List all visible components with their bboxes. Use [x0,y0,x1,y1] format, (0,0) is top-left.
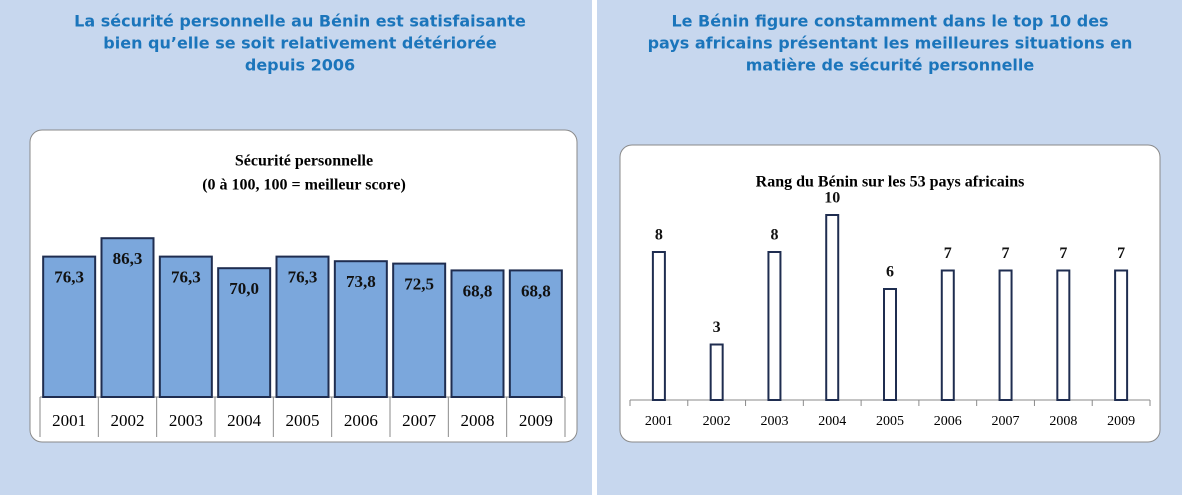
bar [1056,269,1071,401]
bar [1114,269,1129,401]
bar [217,267,272,399]
bar [998,269,1013,401]
bar [767,251,782,401]
x-tick-label: 2008 [461,411,495,430]
x-tick-label: 2007 [402,411,437,430]
value-label: 7 [1059,245,1067,262]
x-tick-label: 2002 [703,414,731,429]
value-label: 7 [1117,245,1125,262]
bar [825,214,840,401]
x-tick-label: 2003 [169,411,203,430]
x-tick-label: 2007 [992,414,1020,429]
heading: bien qu’elle se soit relativement détéri… [103,34,497,53]
x-tick-label: 2001 [52,411,86,430]
value-label: 76,3 [288,268,318,287]
heading: pays africains présentant les meilleures… [648,34,1133,53]
x-tick-label: 2008 [1049,414,1077,429]
value-label: 72,5 [404,275,434,294]
x-tick-label: 2006 [344,411,378,430]
heading: Le Bénin figure constamment dans le top … [671,12,1108,31]
value-label: 6 [886,264,894,281]
value-label: 70,0 [229,279,259,298]
x-tick-label: 2004 [227,411,262,430]
bar [508,269,563,398]
bar [883,288,897,401]
bar [333,260,388,399]
chart-subtitle: (0 à 100, 100 = meilleur score) [202,177,406,194]
chart-title: Sécurité personnelle [235,153,373,170]
bar [42,255,97,398]
value-label: 73,8 [346,272,376,291]
bar [450,269,505,398]
value-label: 76,3 [171,268,201,287]
value-label: 8 [655,227,663,244]
value-label: 86,3 [113,249,143,268]
value-label: 8 [770,227,778,244]
bar [158,255,213,398]
x-tick-label: 2005 [876,414,904,429]
bar [651,251,666,401]
value-label: 68,8 [463,281,493,300]
heading: matière de sécurité personnelle [746,56,1035,75]
x-tick-label: 2003 [760,414,788,429]
value-label: 76,3 [54,268,84,287]
bar [100,237,155,398]
x-tick-label: 2002 [111,411,145,430]
heading: depuis 2006 [245,56,355,75]
value-label: 10 [824,190,840,207]
heading: La sécurité personnelle au Bénin est sat… [74,12,526,31]
bar [940,269,955,401]
bar [392,262,447,398]
x-tick-label: 2001 [645,414,673,429]
x-tick-label: 2004 [818,414,846,429]
bar [709,343,724,401]
x-tick-label: 2009 [519,411,553,430]
x-tick-label: 2005 [286,411,320,430]
value-label: 68,8 [521,281,551,300]
value-label: 7 [944,245,952,262]
x-tick-label: 2006 [934,414,962,429]
chart-title: Rang du Bénin sur les 53 pays africains [756,174,1025,191]
bar [275,255,330,398]
x-tick-label: 2009 [1107,414,1135,429]
value-label: 3 [713,319,721,336]
value-label: 7 [1002,245,1010,262]
